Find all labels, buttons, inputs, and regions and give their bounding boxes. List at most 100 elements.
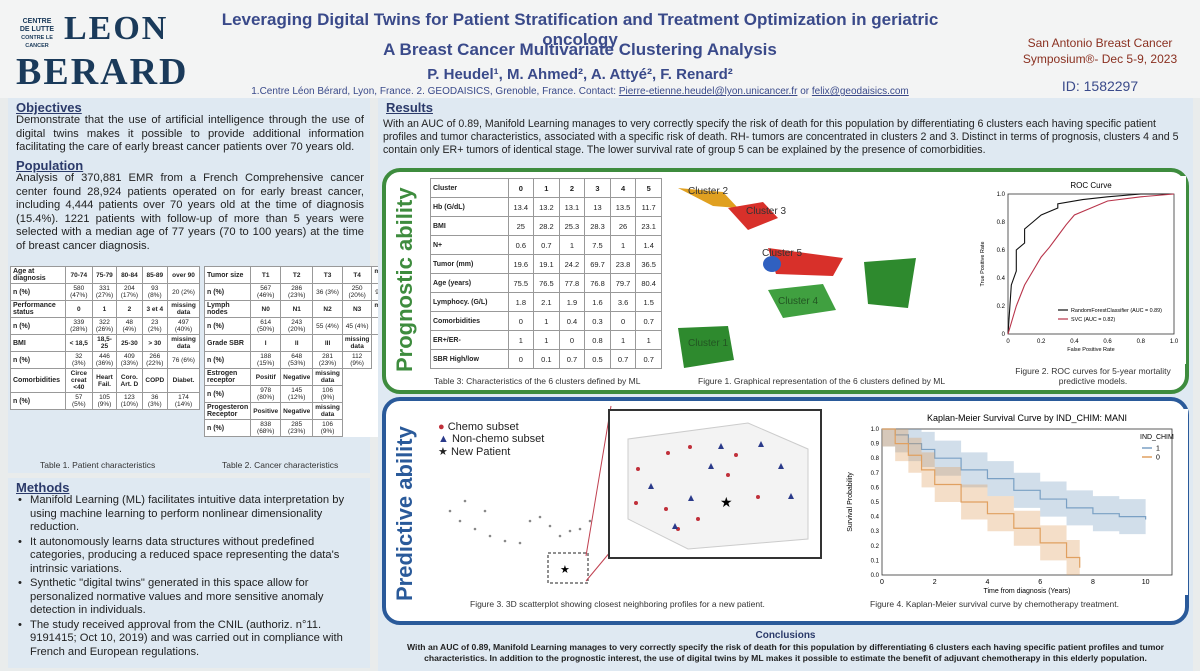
patient-characteristics-table: Age at diagnosis 70-74 75-79 80-84 85-89 over… xyxy=(10,266,200,410)
affiliations-text: 1.Centre Léon Bérard, Lyon, France. 2. G… xyxy=(251,86,617,97)
table-cell: 36 (3%) xyxy=(141,392,169,410)
table-cell: 75.5 xyxy=(507,273,535,293)
km-y-axis-label: Survival Probability xyxy=(847,472,854,532)
table-cell: N3 xyxy=(341,300,373,318)
table-cell: 0.8 xyxy=(584,330,611,350)
table-cell: 1 xyxy=(609,330,637,350)
table-row: Comorbidities Circe creat <40 Heart Fail. C… xyxy=(10,368,200,393)
legend-chemo: ● Chemo subset xyxy=(438,421,568,433)
roc-axes-frame xyxy=(1007,193,1175,335)
table-row: Lymphocy. (G/L) 1.8 2.1 1.9 1.6 3.6 1.5 xyxy=(430,292,662,312)
table-cell: 250 (20%) xyxy=(341,283,373,301)
table-cell: Positive xyxy=(250,402,282,420)
table-cell: 48 (4%) xyxy=(116,317,143,335)
table-header-cell: 4 xyxy=(609,178,637,198)
km-survival-line xyxy=(882,428,1081,568)
km-title: Kaplan-Meier Survival Curve by IND_CHIM:… xyxy=(927,413,1127,423)
table-cell: II xyxy=(280,334,314,352)
table-cell: 0.7 xyxy=(609,349,637,369)
authors: P. Heudel¹, M. Ahmed², A. Attyé², F. Ren… xyxy=(427,66,733,83)
table-cell: 76.8 xyxy=(584,273,611,293)
table-cell: 1 xyxy=(558,235,586,255)
km-axes-frame xyxy=(881,428,1173,576)
table-cell: I xyxy=(250,334,282,352)
table-cell: 0 xyxy=(64,300,93,318)
km-x-axis-label: Time from diagnosis (Years) xyxy=(983,588,1070,595)
table-row: Tumor (mm) 19.6 19.1 24.2 69.7 23.8 36.5 xyxy=(430,254,662,274)
roc-background xyxy=(974,176,1186,364)
population-text: Analysis of 370,881 EMR from a French Co… xyxy=(16,172,364,252)
table-cell: 978 (80%) xyxy=(250,385,282,403)
table-cell: 70-74 xyxy=(64,266,93,284)
table-cell: 2 xyxy=(116,300,143,318)
table-cell: 23.8 xyxy=(609,254,637,274)
km-y-tick-label: 0.6 xyxy=(871,485,880,491)
table-cell: 13.1 xyxy=(558,197,586,217)
table-cell: 77.8 xyxy=(558,273,586,293)
table-cell: 1 xyxy=(609,235,637,255)
table-cell: Positif xyxy=(250,368,282,386)
table-cell: 1 xyxy=(533,330,560,350)
table-cell: 76 (6%) xyxy=(167,351,200,369)
zoom-3d-grid xyxy=(627,422,809,550)
table-cell: 0.1 xyxy=(533,349,560,369)
cluster-2-label: Cluster 2 xyxy=(688,186,728,197)
cluster-5-label: Cluster 5 xyxy=(762,248,802,259)
table-cell: n (%) xyxy=(203,317,252,335)
results-heading: Results xyxy=(386,100,433,115)
predictive-title: Predictive ability xyxy=(392,426,417,601)
table-cell: n (%) xyxy=(203,283,252,301)
contact-email-1[interactable]: Pierre-etienne.heudel@lyon.unicancer.fr xyxy=(618,86,798,97)
cluster-3-label: Cluster 3 xyxy=(746,206,786,217)
km-y-tick-label: 0.4 xyxy=(871,515,880,521)
table-cell: Comorbidities xyxy=(430,311,509,331)
table-row: BMI 25 28.2 25.3 28.3 26 23.1 xyxy=(430,216,662,236)
table-cell: Heart Fail. xyxy=(91,368,118,393)
contact-email-2[interactable]: felix@geodaisics.com xyxy=(811,86,909,97)
new-patient-star-small: ★ xyxy=(560,564,570,576)
star-icon: ★ xyxy=(438,446,448,458)
table-cell: Coro. Art. D xyxy=(116,368,143,393)
table-cell: missing data xyxy=(167,300,200,318)
table-cell: 20 (2%) xyxy=(167,283,200,301)
table-cell: 105 (9%) xyxy=(91,392,118,410)
table-cell: T3 xyxy=(312,266,343,284)
table-row: Comorbidities 0 1 0.4 0.3 0 0.7 xyxy=(430,311,662,331)
table-cell: n (%) xyxy=(203,351,252,369)
table-cell: ER+/ER- xyxy=(430,330,509,350)
km-y-tick-label: 0.8 xyxy=(871,456,880,462)
table-header-row: Cluster 0 1 2 3 4 5 xyxy=(430,178,662,198)
km-y-tick-label: 0.7 xyxy=(871,471,880,477)
km-x-tick-label: 8 xyxy=(1091,579,1095,586)
table-cell: 0 xyxy=(609,311,637,331)
table-cell: 13.4 xyxy=(507,197,535,217)
or-text: or xyxy=(800,86,810,97)
table-cell: 243 (20%) xyxy=(280,317,314,335)
table-row: Age at diagnosis 70-74 75-79 80-84 85-89 over… xyxy=(10,266,200,284)
cluster-0-shape xyxy=(864,258,916,308)
roc-y-axis-label: True Positive Rate xyxy=(980,241,986,286)
table-cell: 69.7 xyxy=(584,254,611,274)
table-cell: Hb (G/dL) xyxy=(430,197,509,217)
table-cell: 1.6 xyxy=(584,292,611,312)
roc-x-axis-label: False Positive Rate xyxy=(1067,347,1114,353)
methods-section: Methods Manifold Learning (ML) facilitat… xyxy=(8,478,370,668)
table-cell: missing data xyxy=(167,334,200,352)
figure-2-caption-line-1: Figure 2. ROC curves for 5-year mortalit… xyxy=(1015,366,1171,376)
figure-2-caption-line-2: predictive models. xyxy=(1058,376,1128,386)
table-cell: 838 (68%) xyxy=(250,419,282,437)
table-cell: 497 (40%) xyxy=(167,317,200,335)
table-cell: Progesteron Receptor xyxy=(203,402,252,420)
table-cell: 0 xyxy=(507,349,535,369)
table-cell: 1.8 xyxy=(507,292,535,312)
cluster-1-label: Cluster 1 xyxy=(688,338,728,349)
table-cell: 648 (53%) xyxy=(280,351,314,369)
roc-x-tick-label: 0.2 xyxy=(1037,339,1046,345)
roc-y-tick-label: 0.4 xyxy=(997,276,1006,282)
table-row: n (%) 580 (47%) 331 (27%) 204 (17%) 93 (8%) 2… xyxy=(10,283,200,301)
methods-list: Manifold Learning (ML) facilitates intui… xyxy=(16,494,366,660)
table-cell: 1.9 xyxy=(558,292,586,312)
legend-chemo-label: Chemo subset xyxy=(447,421,519,433)
table-cell: 1.4 xyxy=(635,235,662,255)
